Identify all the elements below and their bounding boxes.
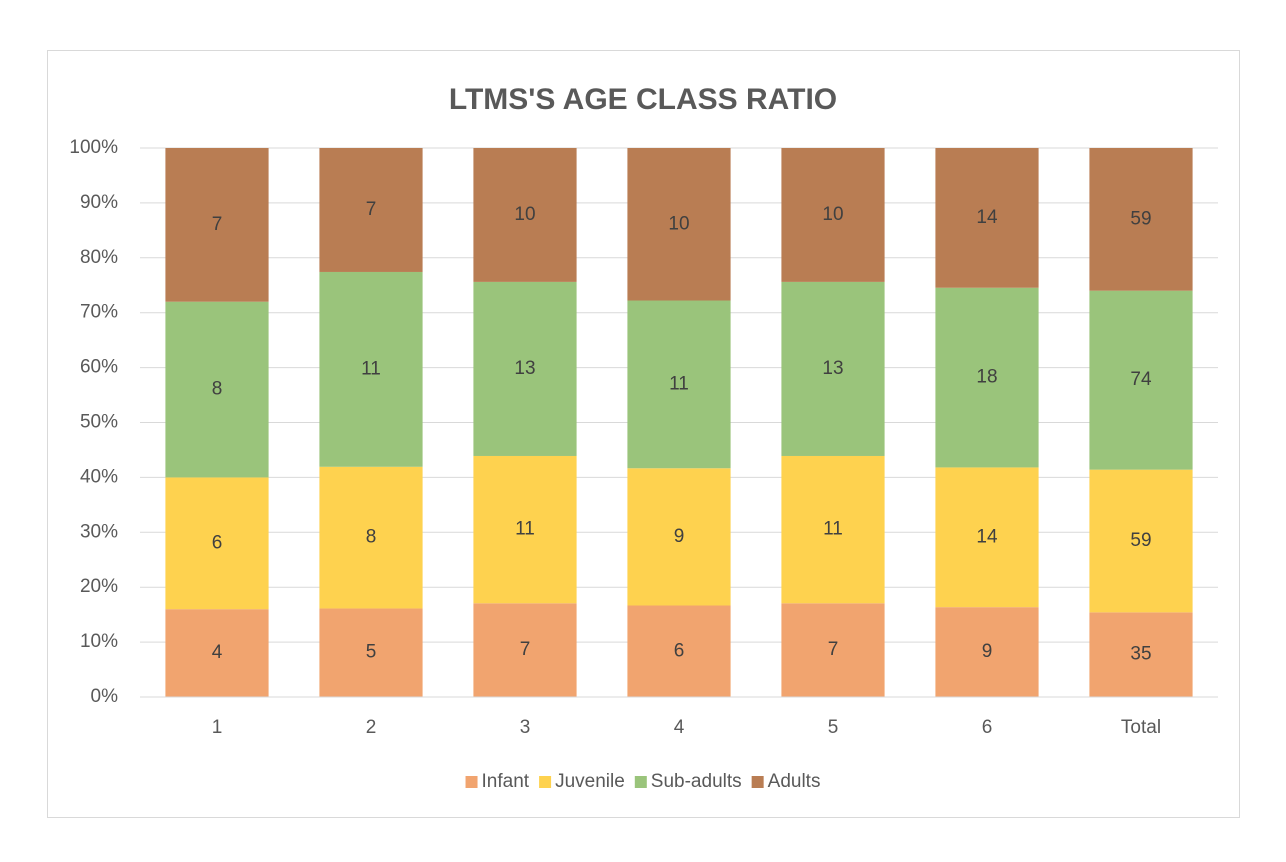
bar-segment [627, 605, 731, 697]
data-label: 11 [669, 373, 689, 394]
data-label: 13 [822, 358, 843, 379]
y-tick-label: 50% [80, 412, 118, 433]
data-label: 11 [361, 358, 381, 379]
bar-segment [781, 603, 885, 697]
data-label: 11 [823, 519, 843, 540]
x-tick-label: 1 [212, 717, 223, 738]
data-label: 10 [514, 204, 535, 225]
x-tick-label: 2 [366, 717, 377, 738]
data-label: 74 [1130, 369, 1152, 390]
legend-swatch [465, 776, 478, 788]
data-label: 9 [674, 526, 685, 547]
data-label: 4 [212, 642, 223, 663]
bar-segment [165, 148, 269, 302]
data-label: 59 [1130, 208, 1151, 229]
data-label: 11 [515, 519, 535, 540]
x-tick-label: Total [1121, 717, 1161, 738]
y-tick-label: 100% [69, 137, 118, 158]
bar-segment [473, 281, 577, 456]
bar-segment [165, 301, 269, 478]
bar-segment [1089, 469, 1193, 613]
x-tick-label: 6 [982, 717, 993, 738]
x-tick-label: 4 [674, 717, 685, 738]
y-tick-label: 80% [80, 247, 118, 268]
legend-swatch [539, 776, 552, 788]
bar-segment [319, 148, 423, 272]
y-tick-label: 10% [80, 631, 118, 652]
data-label: 6 [212, 532, 223, 553]
bar-segment [781, 148, 885, 282]
bar-segment [319, 271, 423, 467]
data-label: 7 [520, 639, 531, 660]
legend-swatch [634, 776, 647, 788]
bar-segment [319, 466, 423, 609]
legend-label: Infant [482, 771, 530, 792]
data-label: 7 [828, 639, 839, 660]
x-tick-label: 5 [828, 717, 839, 738]
data-label: 8 [212, 379, 223, 400]
bar-segment [473, 603, 577, 697]
data-label: 8 [366, 527, 377, 548]
data-label: 13 [514, 358, 535, 379]
data-label: 14 [976, 526, 998, 547]
data-label: 9 [982, 641, 993, 662]
y-tick-label: 40% [80, 466, 118, 487]
bar-segment [935, 287, 1039, 468]
y-tick-label: 60% [80, 357, 118, 378]
legend-label: Adults [768, 771, 821, 792]
data-label: 6 [674, 640, 685, 661]
y-tick-label: 0% [91, 686, 119, 707]
bar-segment [1089, 290, 1193, 470]
bar-segment [165, 609, 269, 697]
x-tick-label: 3 [520, 717, 531, 738]
bar-segment [1089, 612, 1193, 697]
data-label: 5 [366, 642, 377, 663]
bar-segment [935, 467, 1039, 608]
bar-segment [473, 455, 577, 604]
legend-label: Sub-adults [651, 771, 742, 792]
y-tick-label: 20% [80, 576, 118, 597]
bar-segment [627, 300, 731, 469]
bar-segment [935, 148, 1039, 288]
data-label: 10 [668, 213, 689, 234]
data-label: 35 [1130, 644, 1151, 665]
data-label: 10 [822, 204, 843, 225]
legend-label: Juvenile [555, 771, 625, 792]
data-label: 14 [976, 207, 998, 228]
bar-segment [627, 148, 731, 301]
bar-segment [1089, 148, 1193, 291]
bar-segment [319, 608, 423, 697]
bar-segment [781, 281, 885, 456]
bar-segment [935, 607, 1039, 697]
data-label: 59 [1130, 530, 1151, 551]
y-tick-label: 70% [80, 302, 118, 323]
bar-segment [165, 477, 269, 610]
data-label: 18 [976, 367, 997, 388]
bar-segment [473, 148, 577, 282]
y-tick-label: 30% [80, 521, 118, 542]
chart-title: LTMS'S AGE CLASS RATIO [449, 83, 837, 116]
y-tick-label: 90% [80, 192, 118, 213]
legend-swatch [751, 776, 764, 788]
data-label: 7 [212, 214, 223, 235]
bar-segment [627, 468, 731, 606]
bar-segment [781, 455, 885, 604]
data-label: 7 [366, 199, 377, 220]
